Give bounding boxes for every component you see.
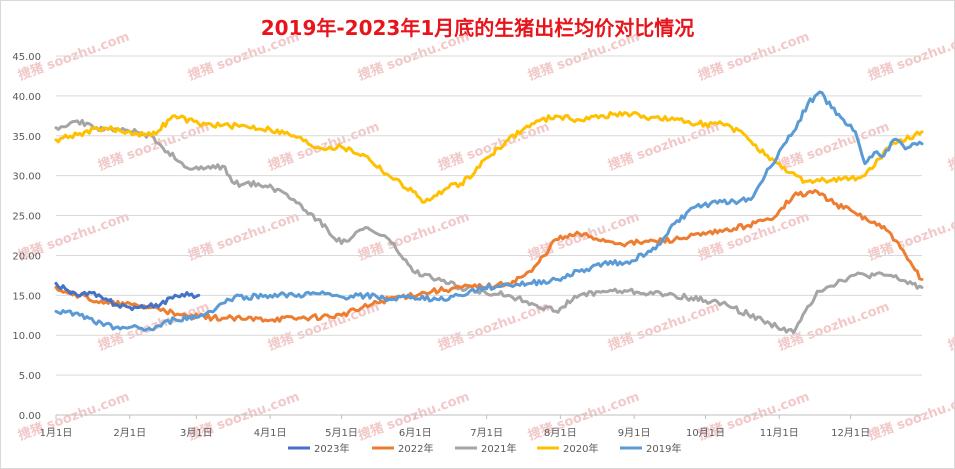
chart-title: 2019年-2023年1月底的生猪出栏均价对比情况: [260, 16, 695, 40]
watermark-text: 搜猪 soozhu.com: [866, 389, 955, 444]
x-axis: [55, 414, 922, 419]
x-tick-label: 9月1日: [618, 427, 651, 439]
x-tick-label: 10月1日: [686, 427, 725, 439]
watermark-text: 搜猪 soozhu.com: [776, 299, 892, 354]
series-line-2019: [54, 90, 924, 332]
series-lines: [54, 90, 924, 335]
y-tick-label: 35.00: [12, 132, 41, 143]
legend-label-2019: 2019年: [646, 442, 681, 455]
x-tick-label: 6月1日: [399, 427, 432, 439]
watermark-text: 搜猪 soozhu.com: [946, 299, 955, 354]
x-tick-label: 12月1日: [831, 427, 870, 439]
x-axis-ticks: 1月1日 2月1日 3月1日 4月1日 5月1日 6月1日 7月1日 8月1日 9月1日 10月1…: [40, 427, 871, 439]
series-line-2020: [54, 110, 924, 204]
watermark-text: 搜猪 soozhu.com: [436, 299, 552, 354]
x-tick-label: 2月1日: [113, 427, 146, 439]
legend-label-2023: 2023年: [314, 442, 349, 455]
legend-label-2020: 2020年: [563, 442, 598, 455]
x-tick-label: 8月1日: [544, 427, 577, 439]
y-tick-label: 45.00: [12, 52, 41, 63]
y-tick-label: 10.00: [12, 331, 41, 342]
watermark-layer: 搜猪 soozhu.com 搜猪 soozhu.com 搜猪 soozhu.com 搜…: [16, 29, 955, 444]
x-tick-label: 1月1日: [40, 427, 73, 439]
series-line-2023: [54, 281, 201, 312]
x-tick-label: 11月1日: [760, 427, 799, 439]
watermark-text: 搜猪 soozhu.com: [436, 119, 552, 174]
y-tick-label: 40.00: [12, 92, 41, 103]
y-tick-label: 15.00: [12, 291, 41, 302]
x-tick-label: 5月1日: [325, 427, 358, 439]
watermark-text: 搜猪 soozhu.com: [96, 119, 212, 174]
grid-lines: [56, 55, 922, 376]
y-tick-label: 25.00: [12, 212, 41, 223]
y-tick-label: 5.00: [19, 371, 41, 382]
x-tick-label: 4月1日: [254, 427, 287, 439]
watermark-text: 搜猪 soozhu.com: [946, 119, 955, 174]
y-axis-ticks: 0.00 5.00 10.00 15.00 20.00 25.00 30.00 35.00 40…: [12, 52, 41, 422]
y-tick-label: 0.00: [19, 411, 41, 422]
y-tick-label: 30.00: [12, 172, 41, 183]
x-tick-label: 7月1日: [470, 427, 503, 439]
series-line-2021: [54, 118, 924, 335]
x-tick-label: 3月1日: [180, 427, 213, 439]
legend-label-2022: 2022年: [398, 442, 433, 455]
y-tick-label: 20.00: [12, 251, 41, 262]
watermark-text: 搜猪 soozhu.com: [606, 299, 722, 354]
legend-label-2021: 2021年: [481, 442, 516, 455]
watermark-text: 搜猪 soozhu.com: [266, 119, 382, 174]
legend: 2023年 2022年 2021年 2020年 2019年: [288, 442, 681, 455]
